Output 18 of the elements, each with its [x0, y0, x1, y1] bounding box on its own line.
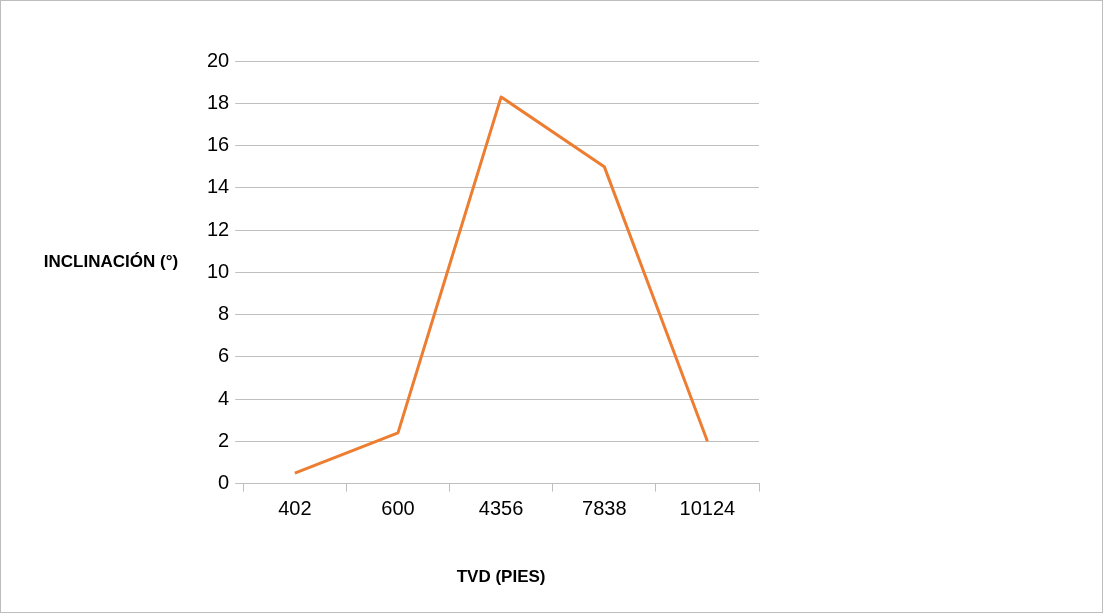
x-tick-label: 402: [278, 497, 312, 520]
y-tick-label: 6: [218, 344, 230, 367]
y-tick-label: 4: [218, 386, 230, 409]
x-tick-label: 7838: [582, 497, 627, 520]
x-tick-label: 4356: [478, 497, 524, 520]
y-tick-label: 14: [207, 175, 230, 198]
y-tick-label: 8: [218, 302, 230, 325]
y-tick-label: 0: [218, 471, 230, 494]
x-tick-label: 600: [381, 497, 415, 520]
x-tick-label: 10124: [679, 497, 736, 520]
y-tick-label: 20: [207, 48, 230, 71]
y-axis-title: INCLINACIÓN (°): [42, 251, 180, 273]
x-axis-title: TVD (PIES): [456, 567, 546, 587]
y-tick-label: 18: [207, 90, 230, 113]
y-tick-label: 10: [207, 259, 230, 282]
y-tick-label: 12: [207, 217, 230, 240]
y-tick-label: 2: [218, 428, 230, 451]
y-tick-label: 16: [207, 133, 230, 156]
